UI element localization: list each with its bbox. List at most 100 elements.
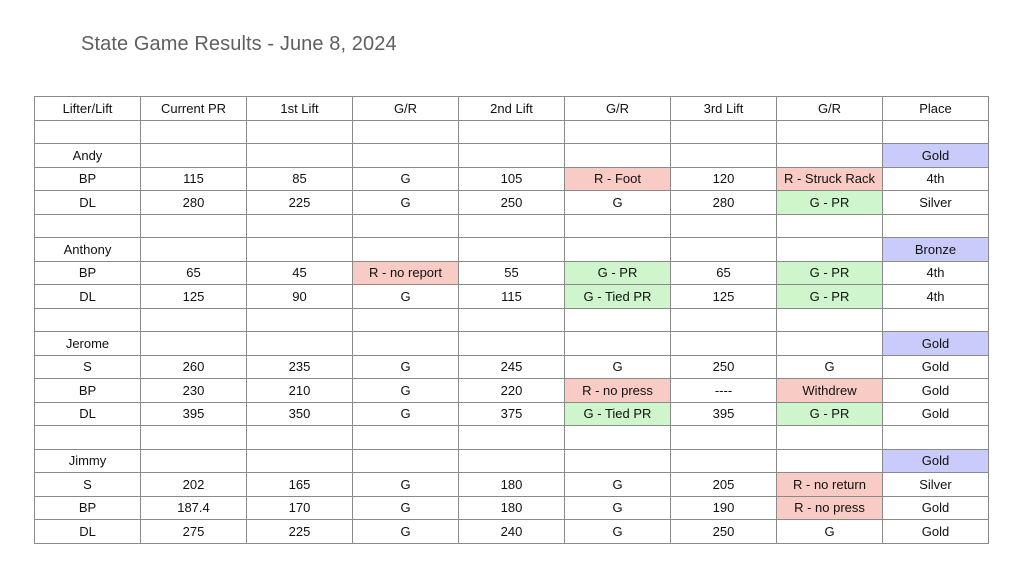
table-cell <box>458 237 565 262</box>
table-cell: 65 <box>140 260 247 285</box>
table-cell: G <box>564 190 671 215</box>
table-cell: 275 <box>140 519 247 544</box>
table-cell <box>352 143 459 168</box>
column-header: Lifter/Lift <box>34 96 141 121</box>
table-cell <box>140 307 247 332</box>
table-cell: G <box>352 284 459 309</box>
table-cell <box>458 307 565 332</box>
table-cell <box>670 307 777 332</box>
table-cell: G - PR <box>776 401 883 426</box>
table-cell: Gold <box>882 448 989 473</box>
table-cell: 165 <box>246 472 353 497</box>
table-cell: DL <box>34 401 141 426</box>
table-cell: G <box>564 519 671 544</box>
table-cell: 180 <box>458 495 565 520</box>
page-title: State Game Results - June 8, 2024 <box>81 33 397 55</box>
table-cell <box>352 213 459 238</box>
table-cell: 190 <box>670 495 777 520</box>
table-row: S 202 165 G 180 G 205 R - no return Silver <box>34 472 989 497</box>
table-cell: S <box>34 472 141 497</box>
table-cell <box>458 448 565 473</box>
table-cell: 125 <box>670 284 777 309</box>
table-cell <box>352 425 459 450</box>
table-cell: R - no report <box>352 260 459 285</box>
table-cell: 65 <box>670 260 777 285</box>
table-cell <box>246 425 353 450</box>
table-cell <box>776 307 883 332</box>
table-cell <box>352 448 459 473</box>
table-cell <box>140 237 247 262</box>
table-cell: 115 <box>458 284 565 309</box>
table-cell: 395 <box>140 401 247 426</box>
results-table: Lifter/Lift Current PR 1st Lift G/R 2nd Lift… <box>34 96 989 544</box>
table-cell: G <box>352 354 459 379</box>
table-cell <box>34 425 141 450</box>
table-cell: R - Foot <box>564 166 671 191</box>
table-cell: Jerome <box>34 331 141 356</box>
table-cell <box>776 237 883 262</box>
table-cell: Silver <box>882 190 989 215</box>
table-cell: G <box>352 519 459 544</box>
table-cell <box>458 119 565 144</box>
column-header: Place <box>882 96 989 121</box>
table-cell: 280 <box>670 190 777 215</box>
table-cell: G <box>564 472 671 497</box>
table-cell: Gold <box>882 143 989 168</box>
table-row: BP 187.4 170 G 180 G 190 R - no press Gold <box>34 495 989 520</box>
header-row: Lifter/Lift Current PR 1st Lift G/R 2nd Lift… <box>34 96 989 121</box>
table-cell <box>670 425 777 450</box>
table-cell: Withdrew <box>776 378 883 403</box>
table-cell <box>140 119 247 144</box>
table-cell: G - PR <box>776 284 883 309</box>
table-cell: G <box>352 166 459 191</box>
column-header: G/R <box>352 96 459 121</box>
table-cell <box>776 331 883 356</box>
table-cell <box>670 143 777 168</box>
table-cell <box>564 237 671 262</box>
table-cell: 395 <box>670 401 777 426</box>
table-cell: DL <box>34 519 141 544</box>
table-cell <box>882 213 989 238</box>
table-cell <box>34 307 141 332</box>
table-cell: 240 <box>458 519 565 544</box>
table-cell <box>776 119 883 144</box>
table-cell: 235 <box>246 354 353 379</box>
table-cell: Bronze <box>882 237 989 262</box>
table-cell: 210 <box>246 378 353 403</box>
table-cell <box>564 331 671 356</box>
table-cell: Gold <box>882 401 989 426</box>
column-header: G/R <box>564 96 671 121</box>
table-cell: 250 <box>670 354 777 379</box>
table-cell: 115 <box>140 166 247 191</box>
table-cell: S <box>34 354 141 379</box>
column-header: 3rd Lift <box>670 96 777 121</box>
table-cell: ---- <box>670 378 777 403</box>
table-cell: G - PR <box>564 260 671 285</box>
table-cell: G <box>352 472 459 497</box>
table-cell: Anthony <box>34 237 141 262</box>
table-cell: G - Tied PR <box>564 284 671 309</box>
table-row: Anthony Bronze <box>34 237 989 262</box>
table-cell <box>140 448 247 473</box>
table-cell: 45 <box>246 260 353 285</box>
table-cell: 225 <box>246 519 353 544</box>
table-row: BP 230 210 G 220 R - no press ---- Withdrew Gold <box>34 378 989 403</box>
table-cell: 250 <box>458 190 565 215</box>
table-cell: Gold <box>882 495 989 520</box>
table-cell <box>882 119 989 144</box>
table-cell: G <box>564 495 671 520</box>
table-cell <box>246 331 353 356</box>
table-row: Jimmy Gold <box>34 448 989 473</box>
table-cell: 205 <box>670 472 777 497</box>
table-cell <box>34 119 141 144</box>
table-cell: Gold <box>882 378 989 403</box>
table-row: BP 65 45 R - no report 55 G - PR 65 G - PR 4th <box>34 260 989 285</box>
table-cell <box>246 237 353 262</box>
table-cell: G <box>352 190 459 215</box>
table-cell <box>564 119 671 144</box>
table-row: DL 395 350 G 375 G - Tied PR 395 G - PR Gold <box>34 401 989 426</box>
table-cell <box>458 213 565 238</box>
table-cell <box>670 119 777 144</box>
column-header: Current PR <box>140 96 247 121</box>
table-cell <box>352 307 459 332</box>
